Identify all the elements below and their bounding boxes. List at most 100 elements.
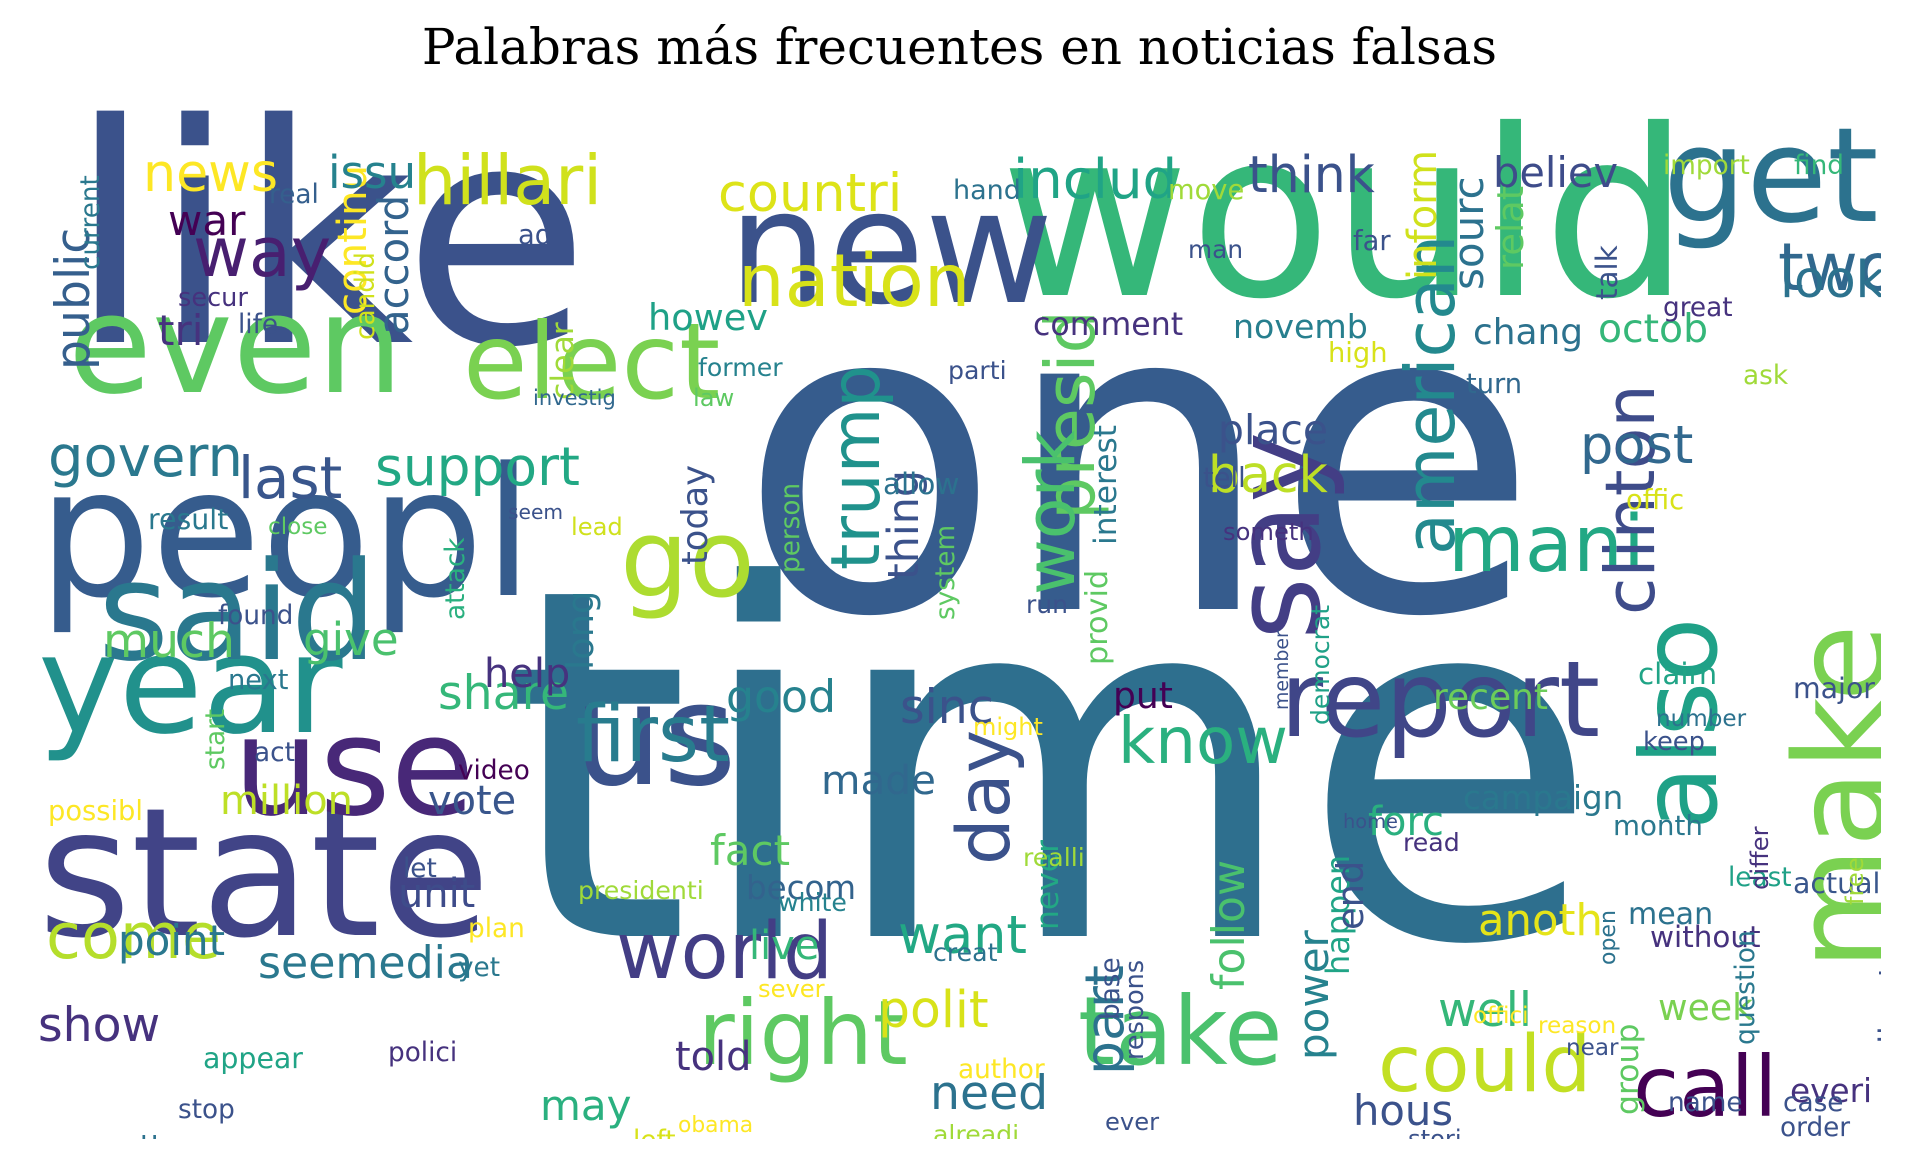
word-attack: attack bbox=[441, 537, 471, 620]
word-hous: hous bbox=[1353, 1086, 1454, 1135]
word-place: place bbox=[1218, 406, 1329, 454]
word-year: year bbox=[38, 606, 343, 765]
word-investig: investig bbox=[533, 386, 616, 410]
word-result: result bbox=[148, 503, 229, 536]
word-system: system bbox=[931, 524, 961, 620]
word-want: want bbox=[898, 905, 1027, 966]
word-vote: vote bbox=[428, 778, 517, 824]
word-support: support bbox=[375, 435, 580, 498]
word-number: number bbox=[1656, 706, 1747, 732]
word-real: real bbox=[269, 180, 319, 210]
word-white: white bbox=[778, 888, 847, 917]
word-show: show bbox=[38, 998, 161, 1053]
word-free: free bbox=[1841, 857, 1869, 905]
word-back: back bbox=[1208, 445, 1328, 504]
word-long: long bbox=[559, 590, 602, 670]
word-open: open bbox=[1596, 910, 1621, 965]
word-use: use bbox=[233, 688, 475, 847]
word-one: one bbox=[738, 209, 1540, 711]
word-two: two bbox=[1778, 229, 1881, 306]
word-may: may bbox=[540, 1081, 632, 1130]
word-end: end bbox=[1329, 860, 1372, 930]
word-far: far bbox=[1353, 226, 1391, 257]
word-allow: allow bbox=[883, 467, 960, 501]
word-could: could bbox=[1378, 1018, 1592, 1110]
word-stori: stori bbox=[1408, 1125, 1462, 1139]
word-mani: mani bbox=[1448, 498, 1645, 590]
word-respons: respons bbox=[1120, 959, 1150, 1060]
word-state: state bbox=[38, 770, 491, 978]
word-tell: tell bbox=[1203, 463, 1246, 494]
word-differ: differ bbox=[1746, 826, 1774, 890]
word-cloud: one time like would peopl new state even year sai… bbox=[38, 70, 1881, 1139]
word-chang: chang bbox=[1473, 312, 1584, 353]
word-howev: howev bbox=[648, 296, 768, 339]
word-look: look bbox=[1780, 250, 1881, 309]
word-alreadi: alreadi bbox=[933, 1120, 1020, 1139]
word-sourc: sourc bbox=[1444, 176, 1493, 290]
word-live: live bbox=[749, 923, 820, 969]
word-author: author bbox=[958, 1055, 1045, 1085]
word-issu: issu bbox=[328, 146, 417, 199]
word-point: point bbox=[118, 916, 226, 965]
word-think: think bbox=[1248, 145, 1375, 204]
word-high: high bbox=[1328, 338, 1388, 369]
word-sinc: sinc bbox=[900, 680, 994, 735]
word-first: first bbox=[576, 688, 730, 780]
word-way: way bbox=[193, 214, 332, 293]
word-move: move bbox=[1168, 175, 1245, 206]
word-week: week bbox=[1658, 986, 1754, 1029]
word-man: man bbox=[1188, 235, 1244, 264]
word-last: last bbox=[238, 444, 343, 512]
word-act: act bbox=[254, 738, 295, 768]
word-question: question bbox=[1730, 930, 1761, 1045]
word-major: major bbox=[1793, 672, 1875, 705]
word-found: found bbox=[218, 601, 294, 631]
word-fact: fact bbox=[710, 826, 791, 875]
word-member: member bbox=[1271, 630, 1293, 710]
word-come: come bbox=[46, 899, 221, 973]
word-law: law bbox=[693, 384, 735, 412]
word-campaign: campaign bbox=[1463, 779, 1624, 817]
word-obama: obama bbox=[678, 1113, 754, 1138]
word-read: read bbox=[1403, 828, 1460, 857]
word-well: well bbox=[1438, 983, 1533, 1038]
word-lead: lead bbox=[571, 513, 623, 541]
word-believ: believ bbox=[1493, 148, 1619, 197]
word-actual: actual bbox=[1793, 867, 1881, 900]
word-tri: tri bbox=[158, 306, 204, 355]
word-ad: ad bbox=[518, 220, 553, 251]
word-current: current bbox=[76, 175, 106, 270]
word-without: without bbox=[1650, 920, 1761, 954]
word-run: run bbox=[1026, 590, 1068, 619]
word-turn: turn bbox=[1466, 369, 1523, 400]
word-nation: nation bbox=[738, 239, 971, 324]
word-made: made bbox=[821, 756, 936, 804]
word-hand: hand bbox=[953, 175, 1021, 206]
word-home: home bbox=[1343, 810, 1398, 833]
word-us: us bbox=[573, 653, 737, 818]
word-let: let bbox=[403, 854, 437, 884]
word-democrat: democrat bbox=[1306, 604, 1335, 725]
word-told: told bbox=[675, 1034, 752, 1080]
word-becom: becom bbox=[746, 869, 857, 907]
word-import: import bbox=[1663, 151, 1750, 181]
word-even: even bbox=[68, 266, 404, 425]
word-month: month bbox=[1613, 809, 1703, 842]
word-elect: elect bbox=[463, 301, 721, 423]
word-million: million bbox=[220, 778, 353, 824]
word-near: near bbox=[1566, 1035, 1619, 1061]
word-ever: ever bbox=[1105, 1108, 1160, 1136]
word-sever: sever bbox=[758, 975, 825, 1003]
word-follow: follow bbox=[1204, 859, 1255, 990]
word-close: close bbox=[268, 514, 328, 540]
word-left: left bbox=[633, 1128, 676, 1139]
word-work: work bbox=[1012, 429, 1091, 595]
word-said: said bbox=[98, 533, 378, 692]
word-includ: includ bbox=[1013, 147, 1178, 211]
word-claim: claim bbox=[1638, 657, 1718, 691]
word-call: call bbox=[1633, 1038, 1778, 1136]
word-keep: keep bbox=[1643, 727, 1705, 757]
word-interest: interest bbox=[1088, 424, 1124, 545]
word-offic: offic bbox=[1626, 485, 1685, 516]
